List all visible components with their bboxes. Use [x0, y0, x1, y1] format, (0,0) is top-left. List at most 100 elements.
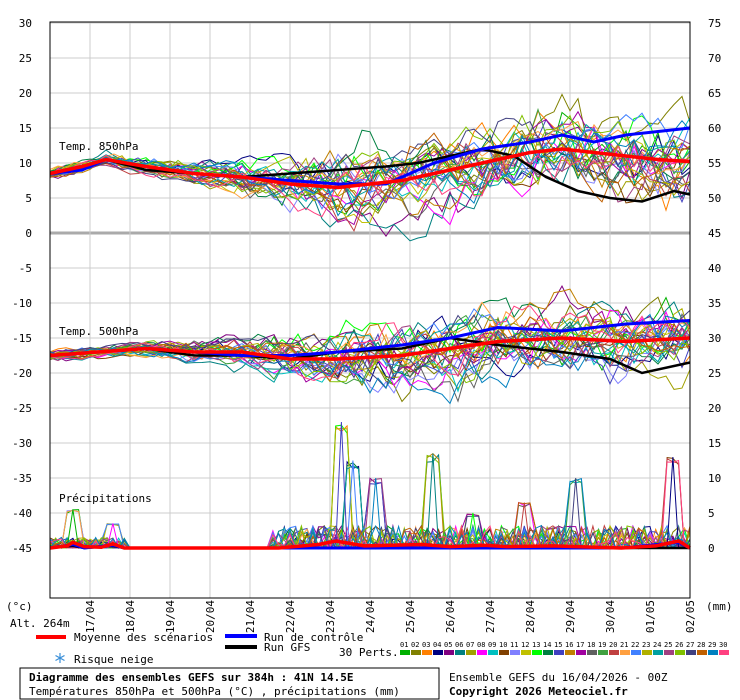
ensemble-member-850-24	[49, 123, 691, 199]
pert-id-label: 11	[510, 641, 518, 649]
pert-swatch	[587, 650, 597, 655]
pert-id-label: 29	[708, 641, 716, 649]
pert-swatch	[444, 650, 454, 655]
pert-swatch	[510, 650, 520, 655]
pert-id-label: 04	[433, 641, 441, 649]
pert-swatch	[488, 650, 498, 655]
footer-subtitle: Températures 850hPa et 500hPa (°C) , pré…	[29, 685, 400, 698]
pert-swatch	[642, 650, 652, 655]
precip-peak	[346, 460, 360, 549]
pert-id-label: 27	[686, 641, 694, 649]
grid	[50, 22, 690, 598]
pert-id-label: 02	[411, 641, 419, 649]
x-tick-label: 21/04	[244, 600, 257, 633]
pert-swatch	[422, 650, 432, 655]
ensemble-member-500-28	[49, 316, 691, 382]
x-tick-label: 20/04	[204, 600, 217, 633]
panel-label-500: Temp. 500hPa	[59, 325, 138, 338]
pert-swatch	[631, 650, 641, 655]
pert-id-label: 08	[477, 641, 485, 649]
pert-id-label: 06	[455, 641, 463, 649]
ensemble-member-500-29	[49, 313, 691, 405]
pert-swatch	[565, 650, 575, 655]
pert-id-label: 25	[664, 641, 672, 649]
pert-id-label: 30	[719, 641, 727, 649]
precip-peak	[466, 512, 480, 549]
pert-swatch	[466, 650, 476, 655]
x-tick-label: 17/04	[84, 600, 97, 633]
left-tick-label: 10	[19, 157, 32, 170]
pert-id-label: 20	[609, 641, 617, 649]
series	[49, 93, 691, 550]
precip-peak	[518, 502, 531, 549]
x-tick-label: 24/04	[364, 600, 377, 633]
ensemble-member-850-15	[49, 118, 691, 210]
pert-id-label: 12	[521, 641, 529, 649]
plot-frame	[49, 21, 691, 599]
pert-legend: 01 02 03 04 05 06 07 08 09 10 11 12 13 14 15 16 17 18 19 20…	[400, 641, 729, 655]
panel-label-precip: Précipitations	[59, 492, 152, 505]
right-tick-label: 5	[708, 507, 715, 520]
legend-control-label: Run de contrôle	[264, 631, 363, 644]
left-tick-label: -30	[12, 437, 32, 450]
ensemble-member-850-30	[49, 145, 691, 218]
right-tick-label: 55	[708, 157, 721, 170]
pert-swatch	[499, 650, 509, 655]
legend-snow-label: Risque neige	[74, 653, 153, 666]
x-tick-label: 28/04	[524, 600, 537, 633]
x-tick-label: 26/04	[444, 600, 457, 633]
pert-id-label: 19	[598, 641, 606, 649]
precip-peak	[426, 453, 440, 549]
pert-swatch	[411, 650, 421, 655]
pert-id-label: 18	[587, 641, 595, 649]
legend-mean-label: Moyenne des scénarios	[74, 631, 213, 644]
pert-swatch	[532, 650, 542, 655]
copyright: Copyright 2026 Meteociel.fr	[449, 685, 628, 698]
right-axis-unit: (mm)	[706, 600, 733, 613]
pert-swatch	[719, 650, 729, 655]
mean-line	[49, 539, 691, 550]
left-tick-label: -15	[12, 332, 32, 345]
pert-id-label: 03	[422, 641, 430, 649]
pert-swatch	[477, 650, 487, 655]
left-tick-label: -5	[19, 262, 32, 275]
right-tick-label: 70	[708, 52, 721, 65]
precip-peak	[335, 421, 348, 549]
pert-swatch	[576, 650, 586, 655]
ensemble-member-500-30	[49, 305, 691, 382]
right-tick-label: 30	[708, 332, 721, 345]
x-tick-label: 23/04	[324, 600, 337, 633]
pert-swatch	[609, 650, 619, 655]
right-tick-label: 40	[708, 262, 721, 275]
right-tick-label: 50	[708, 192, 721, 205]
precip-peak	[666, 456, 680, 549]
pert-id-label: 24	[653, 641, 661, 649]
ensemble-member-850-20	[49, 132, 691, 233]
legend-gfs-label: Run GFS	[264, 641, 310, 654]
snowflake-icon	[55, 653, 65, 663]
left-tick-label: 20	[19, 87, 32, 100]
right-tick-label: 0	[708, 542, 715, 555]
left-tick-label: 30	[19, 17, 32, 30]
pert-swatch	[554, 650, 564, 655]
left-tick-label: -20	[12, 367, 32, 380]
x-tick-label: 01/05	[644, 600, 657, 633]
run-info: Ensemble GEFS du 16/04/2026 - 00Z	[449, 671, 668, 684]
left-tick-label: 0	[25, 227, 32, 240]
pert-swatch	[653, 650, 663, 655]
pert-id-label: 14	[543, 641, 551, 649]
left-tick-label: -40	[12, 507, 32, 520]
pert-id-label: 23	[642, 641, 650, 649]
left-tick-label: -25	[12, 402, 32, 415]
pert-id-label: 13	[532, 641, 540, 649]
mean-line	[49, 336, 691, 361]
right-tick-label: 75	[708, 17, 721, 30]
right-tick-label: 60	[708, 122, 721, 135]
left-tick-label: -10	[12, 297, 32, 310]
x-tick-label: 22/04	[284, 600, 297, 633]
pert-id-label: 21	[620, 641, 628, 649]
x-tick-label: 30/04	[604, 600, 617, 633]
legend: Moyenne des scénarios Run de contrôle Ru…	[36, 631, 729, 666]
